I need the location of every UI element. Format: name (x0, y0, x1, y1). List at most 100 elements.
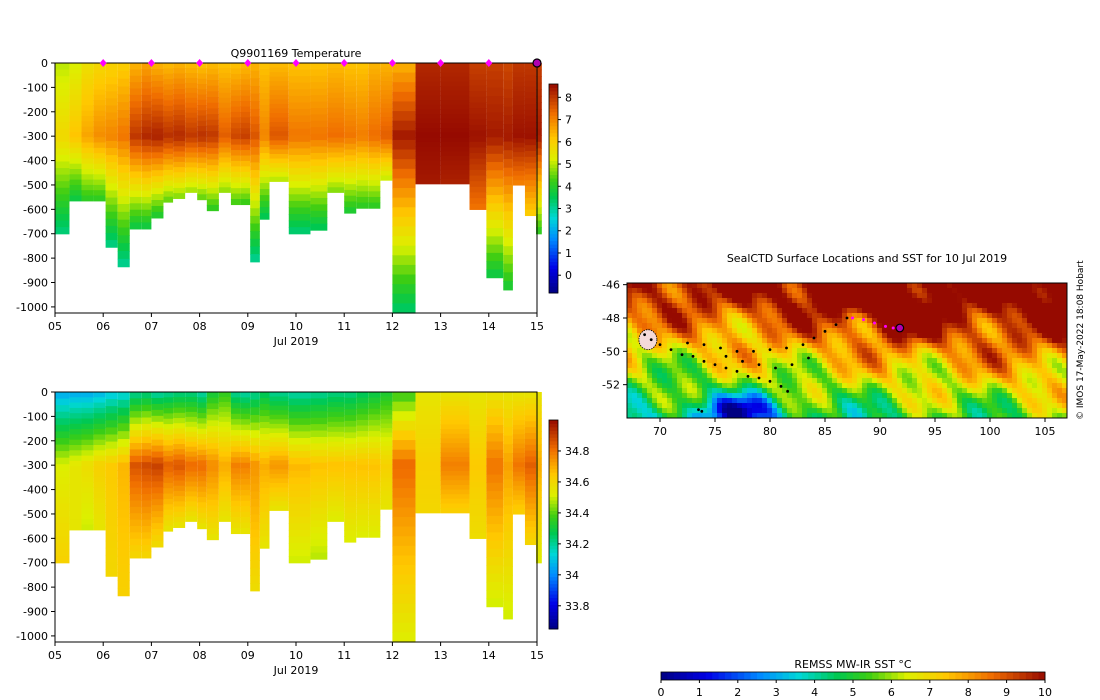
profile-cell (327, 496, 345, 502)
profile-cell (81, 121, 94, 128)
profile-cell (503, 176, 513, 186)
profile-cell (524, 468, 537, 475)
sst-cell (797, 348, 803, 354)
sst-cell (727, 413, 733, 419)
track-point (697, 408, 700, 412)
profile-cell (173, 407, 186, 414)
profile-cell (197, 392, 207, 398)
sst-cell (672, 338, 678, 344)
profile-cell (512, 170, 525, 177)
sst-cell (647, 308, 653, 314)
sst-cell (862, 368, 868, 374)
profile-cell (163, 456, 174, 463)
profile-cell (415, 160, 441, 166)
sst-cell (1022, 383, 1028, 389)
sst-cell (877, 388, 883, 394)
profile-cell (380, 139, 393, 145)
sst-cell (1027, 288, 1033, 294)
profile-cell (259, 410, 270, 417)
profile-cell (356, 129, 369, 137)
sst-cell (887, 288, 893, 294)
profile-cell (151, 451, 164, 459)
sst-cell (847, 413, 853, 419)
sst-cell (887, 363, 893, 369)
profile-cell (250, 170, 260, 179)
profile-cell (230, 199, 241, 206)
profile-cell (440, 146, 470, 152)
profile-cell (327, 396, 345, 403)
profile-cell (218, 476, 231, 483)
sst-cell (1017, 293, 1023, 299)
sst-cell (977, 358, 983, 364)
sst-cell (842, 338, 848, 344)
sst-cell (902, 383, 908, 389)
sst-cell (647, 323, 653, 329)
sst-cell (752, 358, 758, 364)
sst-cell (682, 288, 688, 294)
profile-cell (185, 142, 198, 149)
sst-cell (877, 378, 883, 384)
profile-cell (440, 137, 470, 143)
profile-cell (81, 116, 94, 122)
profile-cell (197, 434, 207, 440)
profile-cell (206, 516, 219, 524)
profile-cell (117, 556, 130, 565)
sst-cell (847, 363, 853, 369)
profile-cell (55, 437, 70, 446)
colorbar-segment (549, 454, 558, 459)
sst-cell (1057, 338, 1063, 344)
sst-cell (677, 298, 683, 304)
sst-cell (752, 398, 758, 404)
sst-cell (827, 408, 833, 414)
profile-cell (503, 254, 513, 265)
sst-cell (887, 373, 893, 379)
profile-cell (55, 227, 70, 235)
sst-cell (857, 313, 863, 319)
profile-cell (81, 450, 94, 457)
sst-cell (802, 333, 808, 339)
sst-cell (987, 408, 993, 414)
sst-cell (1032, 378, 1038, 384)
profile-cell (117, 454, 130, 464)
profile-cell (512, 95, 525, 102)
sst-cell (792, 393, 798, 399)
profile-cell (269, 167, 289, 173)
track-point (700, 409, 704, 413)
map-x-tick-label: 95 (928, 425, 942, 438)
colorbar-segment (936, 672, 943, 680)
profile-cell (55, 556, 70, 564)
profile-cell (415, 392, 441, 398)
sst-cell (837, 308, 843, 314)
profile-column-7 (141, 63, 152, 230)
profile-column-2 (81, 63, 94, 202)
profile-cell (93, 142, 106, 149)
sst-cell (632, 323, 638, 329)
sst-cell (1042, 378, 1048, 384)
y-tick-label: -900 (23, 277, 48, 290)
sst-cell (832, 358, 838, 364)
sst-cell (732, 358, 738, 364)
profile-cell (288, 464, 311, 472)
sst-cell (892, 313, 898, 319)
colorbar-segment (549, 569, 558, 574)
sst-cell (792, 293, 798, 299)
profile-cell (250, 575, 260, 584)
sst-cell (877, 283, 883, 289)
sst-cell (982, 328, 988, 334)
profile-cell (288, 82, 311, 90)
profile-cell (117, 211, 130, 221)
sst-cell (637, 353, 643, 359)
sst-cell (747, 288, 753, 294)
sst-cell (797, 393, 803, 399)
profile-cell (327, 142, 345, 149)
sst-cell (647, 318, 653, 324)
profile-cell (368, 408, 381, 415)
profile-cell (151, 529, 164, 536)
sst-cell (852, 348, 858, 354)
sst-cell (962, 403, 968, 409)
sst-cell (947, 398, 953, 404)
map-frame (626, 282, 1068, 419)
sst-cell (717, 363, 723, 369)
profile-cell (344, 189, 357, 197)
sst-cell (982, 318, 988, 324)
